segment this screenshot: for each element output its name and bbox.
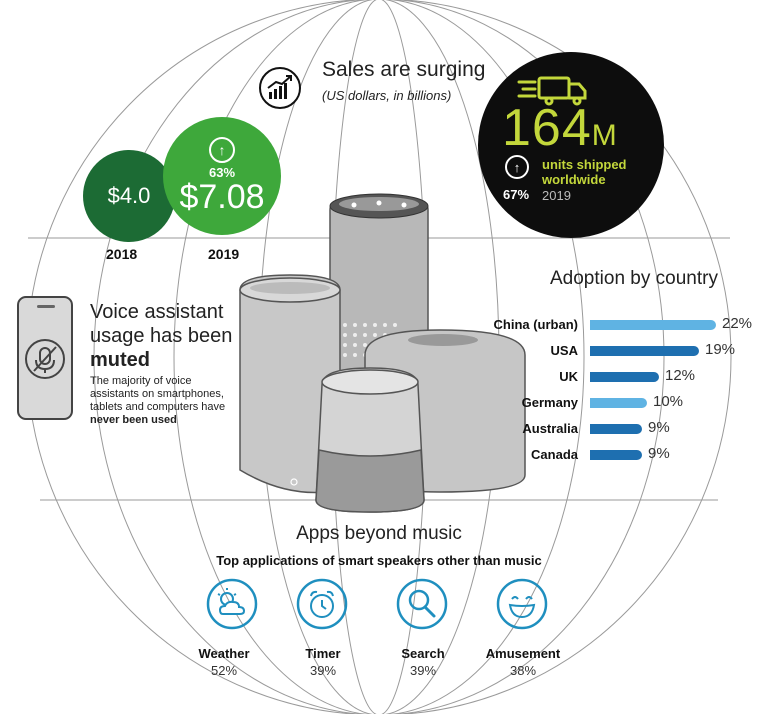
- bar: [590, 450, 642, 460]
- apps-subtitle: Top applications of smart speakers other…: [216, 553, 542, 568]
- voice-desc-plain: The majority of voice assistants on smar…: [90, 375, 226, 413]
- bar-value-label: 10%: [653, 393, 684, 410]
- app-value: 39%: [309, 663, 337, 678]
- bar-value-label: 22%: [722, 315, 753, 332]
- weather-icon: [206, 578, 258, 630]
- apps-title: Apps beyond music: [296, 523, 462, 544]
- units-label: units shipped worldwide: [542, 157, 627, 187]
- bar-value-label: 19%: [705, 341, 736, 358]
- app-value: 52%: [210, 663, 238, 678]
- bar: [590, 346, 699, 356]
- sales-2019-circle: ↑ 63% $7.08: [163, 117, 281, 235]
- app-name: Search: [401, 646, 445, 661]
- voice-title: Voice assistant usage has been muted: [90, 300, 260, 372]
- app-value: 38%: [509, 663, 537, 678]
- app-name: Amusement: [485, 646, 561, 661]
- voice-title-bold: muted: [90, 349, 150, 371]
- sales-growth: 63%: [208, 165, 236, 180]
- bar-label: Australia: [522, 421, 578, 436]
- bar-value-label: 12%: [665, 367, 696, 384]
- units-growth: 67%: [503, 187, 530, 202]
- units-number-value: 164: [502, 99, 592, 157]
- voice-title-plain: Voice assistant usage has been: [90, 301, 233, 347]
- voice-desc-bold: never been used: [90, 414, 177, 426]
- app-name: Timer: [305, 646, 341, 661]
- smile-icon: [496, 578, 548, 630]
- voice-description: The majority of voice assistants on smar…: [90, 375, 240, 427]
- year-2019-label: 2019: [208, 246, 240, 262]
- app-value: 39%: [409, 663, 437, 678]
- bar: [590, 424, 642, 434]
- bar-label: USA: [550, 343, 578, 358]
- units-year: 2019: [542, 188, 571, 203]
- bar-label: UK: [559, 369, 578, 384]
- bar-label: Canada: [531, 447, 578, 462]
- delivery-truck-icon: [517, 76, 587, 106]
- sales-subtitle: (US dollars, in billions): [322, 88, 452, 103]
- sales-title: Sales are surging: [322, 58, 486, 81]
- up-arrow-icon: ↑: [209, 137, 235, 163]
- up-arrow-icon: ↑: [505, 155, 529, 179]
- app-name: Weather: [198, 646, 250, 661]
- growth-chart-icon: [259, 67, 301, 109]
- smart-speakers-illustration: [239, 193, 526, 513]
- bar: [590, 398, 647, 408]
- bar-value-label: 9%: [648, 445, 670, 462]
- sales-2018-value: $4.0: [107, 183, 151, 208]
- bar: [590, 320, 716, 330]
- units-suffix: M: [591, 119, 618, 152]
- muted-microphone-icon: [25, 339, 65, 379]
- adoption-title: Adoption by country: [550, 268, 718, 289]
- units-number: 164M: [502, 98, 618, 158]
- magnifier-icon: [396, 578, 448, 630]
- bar-value-label: 9%: [648, 419, 670, 436]
- sales-2018-circle: $4.0: [83, 150, 175, 242]
- sales-2019-value: $7.08: [179, 178, 265, 216]
- bar-label: China (urban): [493, 317, 579, 332]
- year-2018-label: 2018: [106, 246, 138, 262]
- bar: [590, 372, 659, 382]
- alarm-clock-icon: [296, 578, 348, 630]
- bar-label: Germany: [521, 395, 578, 410]
